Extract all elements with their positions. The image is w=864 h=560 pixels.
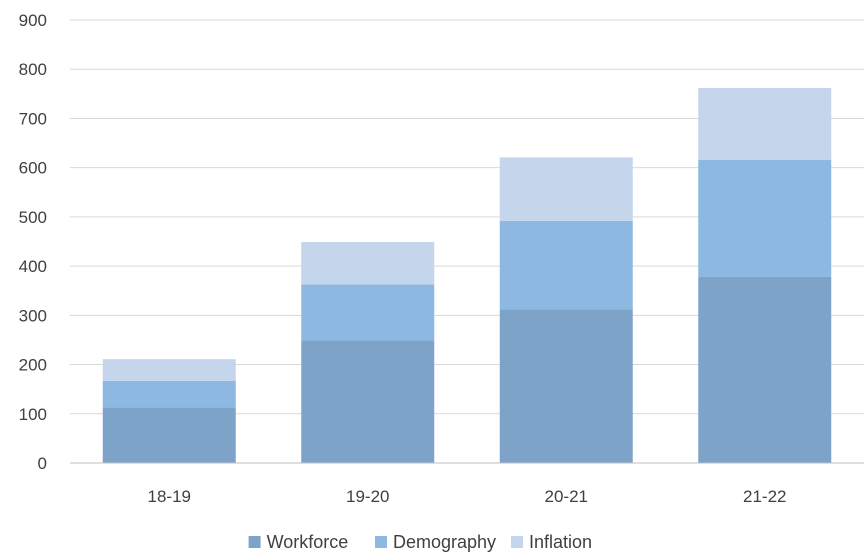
x-tick-label: 20-21 xyxy=(545,487,588,506)
legend-swatch-workforce xyxy=(248,536,261,548)
bar-demography-20-21 xyxy=(499,220,633,310)
bar-inflation-21-22 xyxy=(698,87,832,160)
y-axis-tick-labels: 0 100 200 300 400 500 600 700 800 900 xyxy=(19,11,47,473)
legend: Workforce Demography Inflation xyxy=(248,532,592,552)
legend-swatch-inflation xyxy=(511,536,523,548)
x-tick-label: 18-19 xyxy=(148,487,191,506)
y-tick-label: 600 xyxy=(19,159,47,178)
bar-inflation-20-21 xyxy=(499,157,633,221)
y-tick-label: 100 xyxy=(19,405,47,424)
y-tick-label: 500 xyxy=(19,208,47,227)
y-tick-label: 800 xyxy=(19,60,47,79)
x-axis-tick-labels: 18-19 19-20 20-21 21-22 xyxy=(148,487,787,506)
legend-label-workforce: Workforce xyxy=(267,532,349,552)
y-tick-label: 300 xyxy=(19,306,47,325)
bar-demography-18-19 xyxy=(102,380,236,408)
bar-inflation-18-19 xyxy=(102,359,236,381)
bar-workforce-18-19 xyxy=(102,407,236,463)
x-tick-label: 19-20 xyxy=(346,487,389,506)
y-tick-label: 400 xyxy=(19,257,47,276)
bar-demography-19-20 xyxy=(301,284,435,341)
y-tick-label: 200 xyxy=(19,356,47,375)
bar-workforce-19-20 xyxy=(301,340,435,463)
bar-workforce-20-21 xyxy=(499,309,633,463)
y-tick-label: 0 xyxy=(38,454,47,473)
bar-demography-21-22 xyxy=(698,159,832,277)
x-tick-label: 21-22 xyxy=(743,487,786,506)
bars xyxy=(102,87,832,463)
legend-swatch-demography xyxy=(375,536,387,548)
y-tick-label: 700 xyxy=(19,109,47,128)
legend-label-inflation: Inflation xyxy=(529,532,592,552)
y-tick-label: 900 xyxy=(19,11,47,30)
legend-label-demography: Demography xyxy=(393,532,496,552)
bar-workforce-21-22 xyxy=(698,276,832,463)
bar-inflation-19-20 xyxy=(301,241,435,285)
